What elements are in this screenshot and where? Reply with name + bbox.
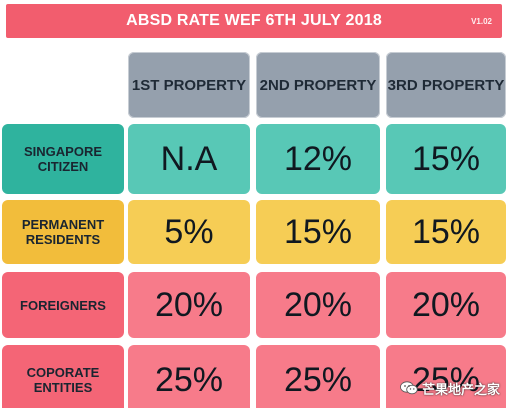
rate-cell-citizen-2nd: 12% [256,124,380,194]
rate-cell-pr-1st: 5% [128,200,250,264]
column-header-1st-property: 1ST PROPERTY [128,52,250,118]
column-header-2nd-property: 2ND PROPERTY [256,52,380,118]
rate-cell-foreigners-3rd: 20% [386,272,506,338]
rate-cell-citizen-3rd: 15% [386,124,506,194]
row-header-foreigners: FOREIGNERS [2,272,124,338]
row-header-singapore-citizen: SINGAPORE CITIZEN [2,124,124,194]
rate-cell-pr-2nd: 15% [256,200,380,264]
rate-cell-citizen-1st: N.A [128,124,250,194]
rate-cell-foreigners-1st: 20% [128,272,250,338]
watermark-text: 芒果地产之家 [421,381,500,397]
row-header-coporate-entities: COPORATE ENTITIES [2,345,124,408]
title-banner: ABSD RATE WEF 6TH JULY 2018 V1.02 [6,4,502,38]
rate-cell-entities-1st: 25% [128,345,250,408]
wechat-icon [400,381,418,395]
rate-cell-pr-3rd: 15% [386,200,506,264]
rate-cell-entities-3rd: 25% [386,345,506,408]
column-header-3rd-property: 3RD PROPERTY [386,52,506,118]
watermark: 芒果地产之家 [400,378,500,398]
rate-cell-foreigners-2nd: 20% [256,272,380,338]
version-label: V1.02 [471,17,492,26]
row-header-permanent-residents: PERMANENT RESIDENTS [2,200,124,264]
rate-cell-entities-2nd: 25% [256,345,380,408]
banner-title: ABSD RATE WEF 6TH JULY 2018 [126,12,382,29]
